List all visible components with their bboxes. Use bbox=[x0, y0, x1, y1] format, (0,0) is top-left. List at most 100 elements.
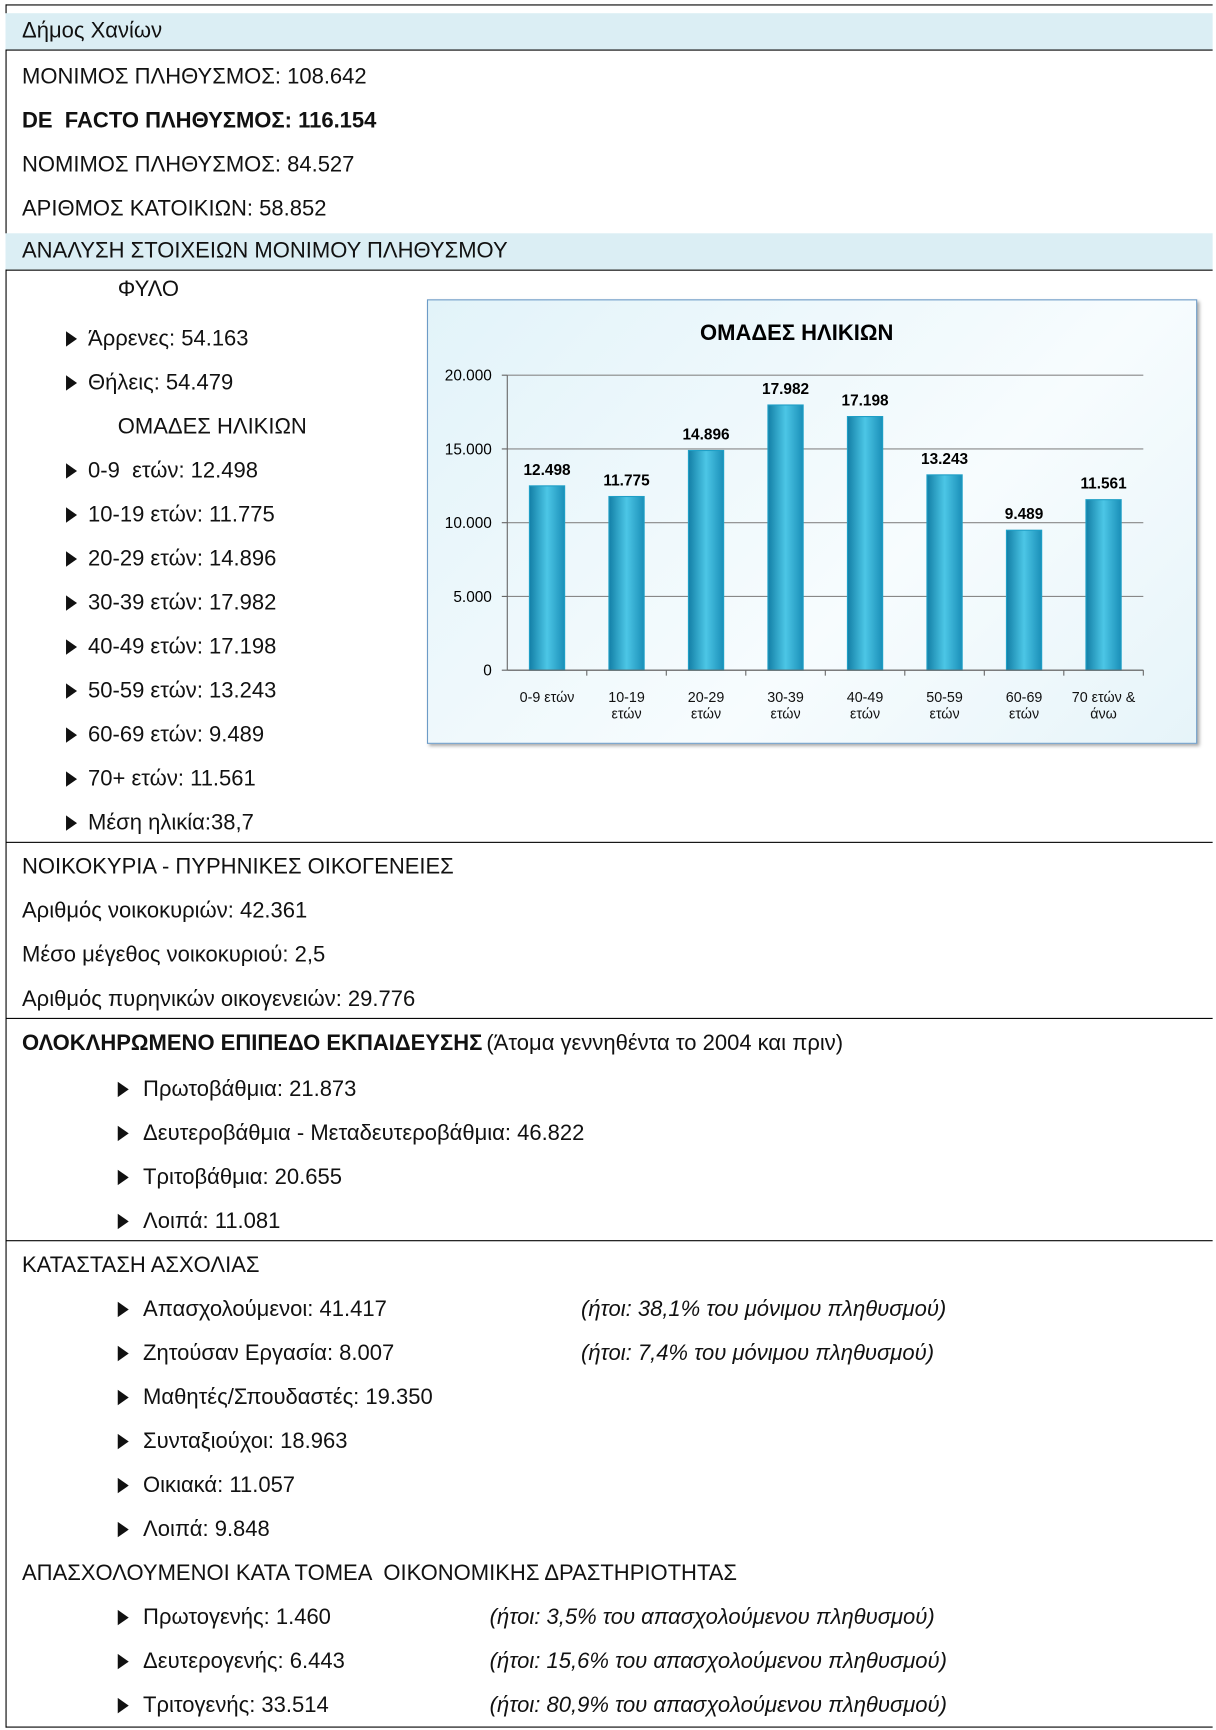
summary-line: ΑΡΙΘΜΟΣ ΚΑΤΟΙΚΙΩΝ: 58.852 bbox=[22, 196, 327, 222]
x-tick-label: 40-49 ετών bbox=[846, 688, 884, 722]
list-item: 40-49 ετών: 17.198 bbox=[88, 634, 277, 660]
data-label: 11.775 bbox=[603, 473, 650, 490]
list-item: Οικιακά: 11.057 bbox=[143, 1473, 296, 1498]
list-item: Μαθητές/Σπουδαστές: 19.350 bbox=[143, 1385, 433, 1410]
bullet bbox=[117, 1609, 129, 1626]
bullet bbox=[66, 727, 78, 743]
list-item: Άρρενες: 54.163 bbox=[88, 326, 249, 352]
rule bbox=[5, 1017, 1213, 1019]
bullet bbox=[117, 1125, 129, 1142]
x-tick-label: 20-29 ετών bbox=[687, 688, 725, 722]
x-tick-label: 70 ετών & άνω bbox=[1071, 688, 1136, 722]
data-label: 17.198 bbox=[842, 393, 890, 410]
list-item: Μέση ηλικία:38,7 bbox=[88, 810, 254, 836]
list-item: 30-39 ετών: 17.982 bbox=[88, 590, 277, 616]
x-tick-label: 10-19 ετών bbox=[608, 688, 645, 722]
section-title: ΚΑΤΑΣΤΑΣΗ ΑΣΧΟΛΙΑΣ bbox=[22, 1253, 260, 1278]
list-item: Λοιπά: 9.848 bbox=[143, 1517, 270, 1542]
bullet bbox=[117, 1081, 129, 1098]
list-note: (ήτοι: 3,5% του απασχολούμενου πληθυσμού… bbox=[489, 1605, 935, 1630]
line-item: Αριθμός νοικοκυριών: 42.361 bbox=[22, 899, 308, 924]
rule bbox=[5, 4, 7, 1728]
rule bbox=[5, 49, 1213, 51]
section-title: ΑΝΑΛΥΣΗ ΣΤΟΙΧΕΙΩΝ ΜΟΝΙΜΟΥ ΠΛΗΘΥΣΜΟΥ bbox=[22, 238, 508, 263]
x-tick-label: 50-59 ετών bbox=[926, 688, 963, 722]
section-note: (Άτομα γεννηθέντα το 2004 και πριν) bbox=[486, 1031, 844, 1056]
summary-line: DE FACTO ΠΛΗΘΥΣΜΟΣ: 116.154 bbox=[22, 108, 377, 134]
list-item: Θήλεις: 54.479 bbox=[88, 370, 234, 396]
section-title: ΝΟΙΚΟΚΥΡΙΑ - ΠΥΡΗΝΙΚΕΣ ΟΙΚΟΓΕΝΕΙΕΣ bbox=[22, 855, 454, 880]
rule bbox=[5, 1726, 1213, 1728]
line-item: Αριθμός πυρηνικών οικογενειών: 29.776 bbox=[22, 987, 416, 1012]
list-note: (ήτοι: 15,6% του απασχολούμενου πληθυσμο… bbox=[489, 1649, 947, 1674]
bar bbox=[767, 404, 804, 671]
data-label: 17.982 bbox=[762, 381, 809, 398]
list-item: 70+ ετών: 11.561 bbox=[88, 766, 256, 792]
list-item: 0-9 ετών: 12.498 bbox=[88, 458, 258, 484]
list-item: 50-59 ετών: 13.243 bbox=[88, 678, 277, 704]
summary-line: ΜΟΝΙΜΟΣ ΠΛΗΘΥΣΜΟΣ: 108.642 bbox=[22, 64, 367, 90]
bullet bbox=[117, 1345, 129, 1362]
sub-heading: ΟΜΑΔΕΣ ΗΛΙΚΙΩΝ bbox=[117, 414, 307, 440]
data-label: 13.243 bbox=[921, 451, 968, 468]
bullet bbox=[66, 507, 78, 523]
bar bbox=[1005, 529, 1043, 671]
rule bbox=[5, 1240, 1213, 1242]
bullet bbox=[117, 1653, 129, 1670]
chart-title: ΟΜΑΔΕΣ ΗΛΙΚΙΩΝ bbox=[700, 320, 893, 345]
chart-svg: ΟΜΑΔΕΣ ΗΛΙΚΙΩΝ 0 5.000 10.000 15.000 20.000 1… bbox=[445, 320, 1144, 680]
rule bbox=[5, 269, 1213, 271]
list-note: (ήτοι: 80,9% του απασχολούμενου πληθυσμο… bbox=[489, 1693, 947, 1718]
bar bbox=[528, 485, 566, 671]
y-tick-label: 10.000 bbox=[445, 515, 492, 532]
y-tick-label: 15.000 bbox=[445, 441, 492, 458]
data-label: 11.561 bbox=[1080, 476, 1127, 493]
list-item: Τριτογενής: 33.514 bbox=[143, 1693, 329, 1718]
bullet bbox=[117, 1389, 129, 1406]
sub-heading: ΦΥΛΟ bbox=[117, 277, 180, 302]
bullet bbox=[117, 1477, 129, 1494]
y-tick-label: 20.000 bbox=[445, 368, 492, 385]
list-item: Δευτεροβάθμια - Μεταδευτεροβάθμια: 46.82… bbox=[143, 1121, 585, 1146]
bullet bbox=[117, 1301, 129, 1318]
y-tick-label: 5.000 bbox=[453, 589, 492, 606]
list-item: 60-69 ετών: 9.489 bbox=[88, 722, 265, 748]
list-item: Λοιπά: 11.081 bbox=[143, 1209, 281, 1234]
x-tick-label: 30-39 ετών bbox=[767, 688, 804, 722]
chart: ΟΜΑΔΕΣ ΗΛΙΚΙΩΝ 0 5.000 10.000 15.000 20.000 1… bbox=[426, 299, 1198, 744]
list-item: Απασχολούμενοι: 41.417 bbox=[143, 1297, 387, 1322]
list-item: 10-19 ετών: 11.775 bbox=[88, 502, 275, 528]
bullet bbox=[66, 771, 78, 787]
bullet bbox=[66, 375, 78, 391]
bullet bbox=[117, 1521, 129, 1538]
bullet bbox=[117, 1433, 129, 1450]
list-item: Δευτερογενής: 6.443 bbox=[143, 1649, 345, 1674]
data-label: 14.896 bbox=[683, 426, 730, 443]
section-title: ΟΛΟΚΛΗΡΩΜΕΝΟ ΕΠΙΠΕΔΟ ΕΚΠΑΙΔΕΥΣΗΣ bbox=[22, 1031, 483, 1056]
list-item: Ζητούσαν Εργασία: 8.007 bbox=[143, 1341, 395, 1366]
x-tick-label: 0-9 ετών bbox=[519, 688, 575, 706]
data-label: 9.489 bbox=[1005, 506, 1044, 523]
list-item: 20-29 ετών: 14.896 bbox=[88, 546, 277, 572]
page-title: Δήμος Χανίων bbox=[22, 18, 163, 43]
bullet bbox=[66, 683, 78, 699]
rule bbox=[5, 4, 1213, 6]
list-item: Τριτοβάθμια: 20.655 bbox=[143, 1165, 342, 1190]
x-tick-label: 60-69 ετών bbox=[1005, 688, 1043, 722]
bar bbox=[846, 416, 884, 671]
bar bbox=[1085, 499, 1122, 671]
bullet bbox=[117, 1169, 129, 1186]
list-item: Πρωτογενής: 1.460 bbox=[143, 1605, 331, 1630]
line-item: Μέσο μέγεθος νοικοκυριού: 2,5 bbox=[22, 943, 326, 968]
bar bbox=[926, 474, 963, 671]
bullet bbox=[117, 1213, 129, 1230]
bar bbox=[608, 495, 645, 671]
bullet bbox=[66, 639, 78, 655]
list-item: Πρωτοβάθμια: 21.873 bbox=[143, 1077, 357, 1102]
bullet bbox=[66, 595, 78, 611]
bullet bbox=[66, 815, 78, 831]
y-tick-label: 0 bbox=[483, 663, 492, 680]
bullet bbox=[66, 463, 78, 479]
list-item: Συνταξιούχοι: 18.963 bbox=[143, 1429, 348, 1454]
